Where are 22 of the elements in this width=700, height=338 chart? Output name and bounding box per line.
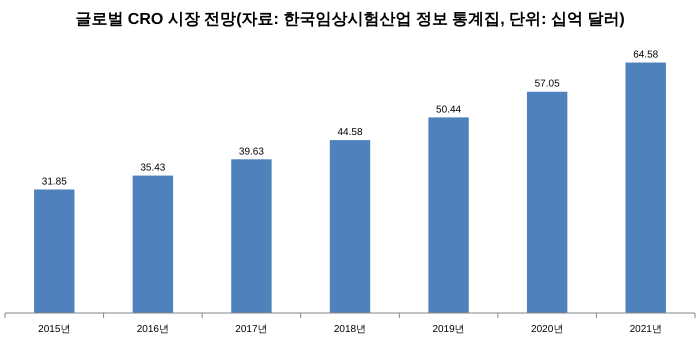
x-tick-label: 2016년 (136, 324, 169, 335)
data-label: 64.58 (633, 50, 659, 61)
bar (330, 140, 370, 313)
x-tick-label: 2021년 (630, 324, 662, 335)
chart-title: 글로벌 CRO 시장 전망(자료: 한국임상시험산업 정보 통계집, 단위: 십억 달러) (75, 11, 625, 28)
x-tick-label: 2017년 (235, 324, 268, 335)
bar (34, 189, 74, 313)
bar (626, 62, 666, 313)
bar (231, 159, 272, 313)
data-label: 44.58 (337, 127, 363, 138)
data-label: 31.85 (42, 176, 68, 188)
data-label: 50.44 (436, 104, 462, 116)
data-label: 35.43 (140, 162, 166, 174)
x-tick-label: 2020년 (531, 324, 564, 335)
x-tick-label: 2015년 (38, 324, 70, 335)
bar (428, 117, 469, 313)
bar (132, 176, 174, 313)
data-label: 39.63 (238, 146, 264, 158)
data-label: 57.05 (534, 78, 560, 90)
bar (526, 92, 568, 313)
x-tick-label: 2019년 (432, 324, 465, 335)
x-tick-label: 2018년 (334, 324, 366, 335)
